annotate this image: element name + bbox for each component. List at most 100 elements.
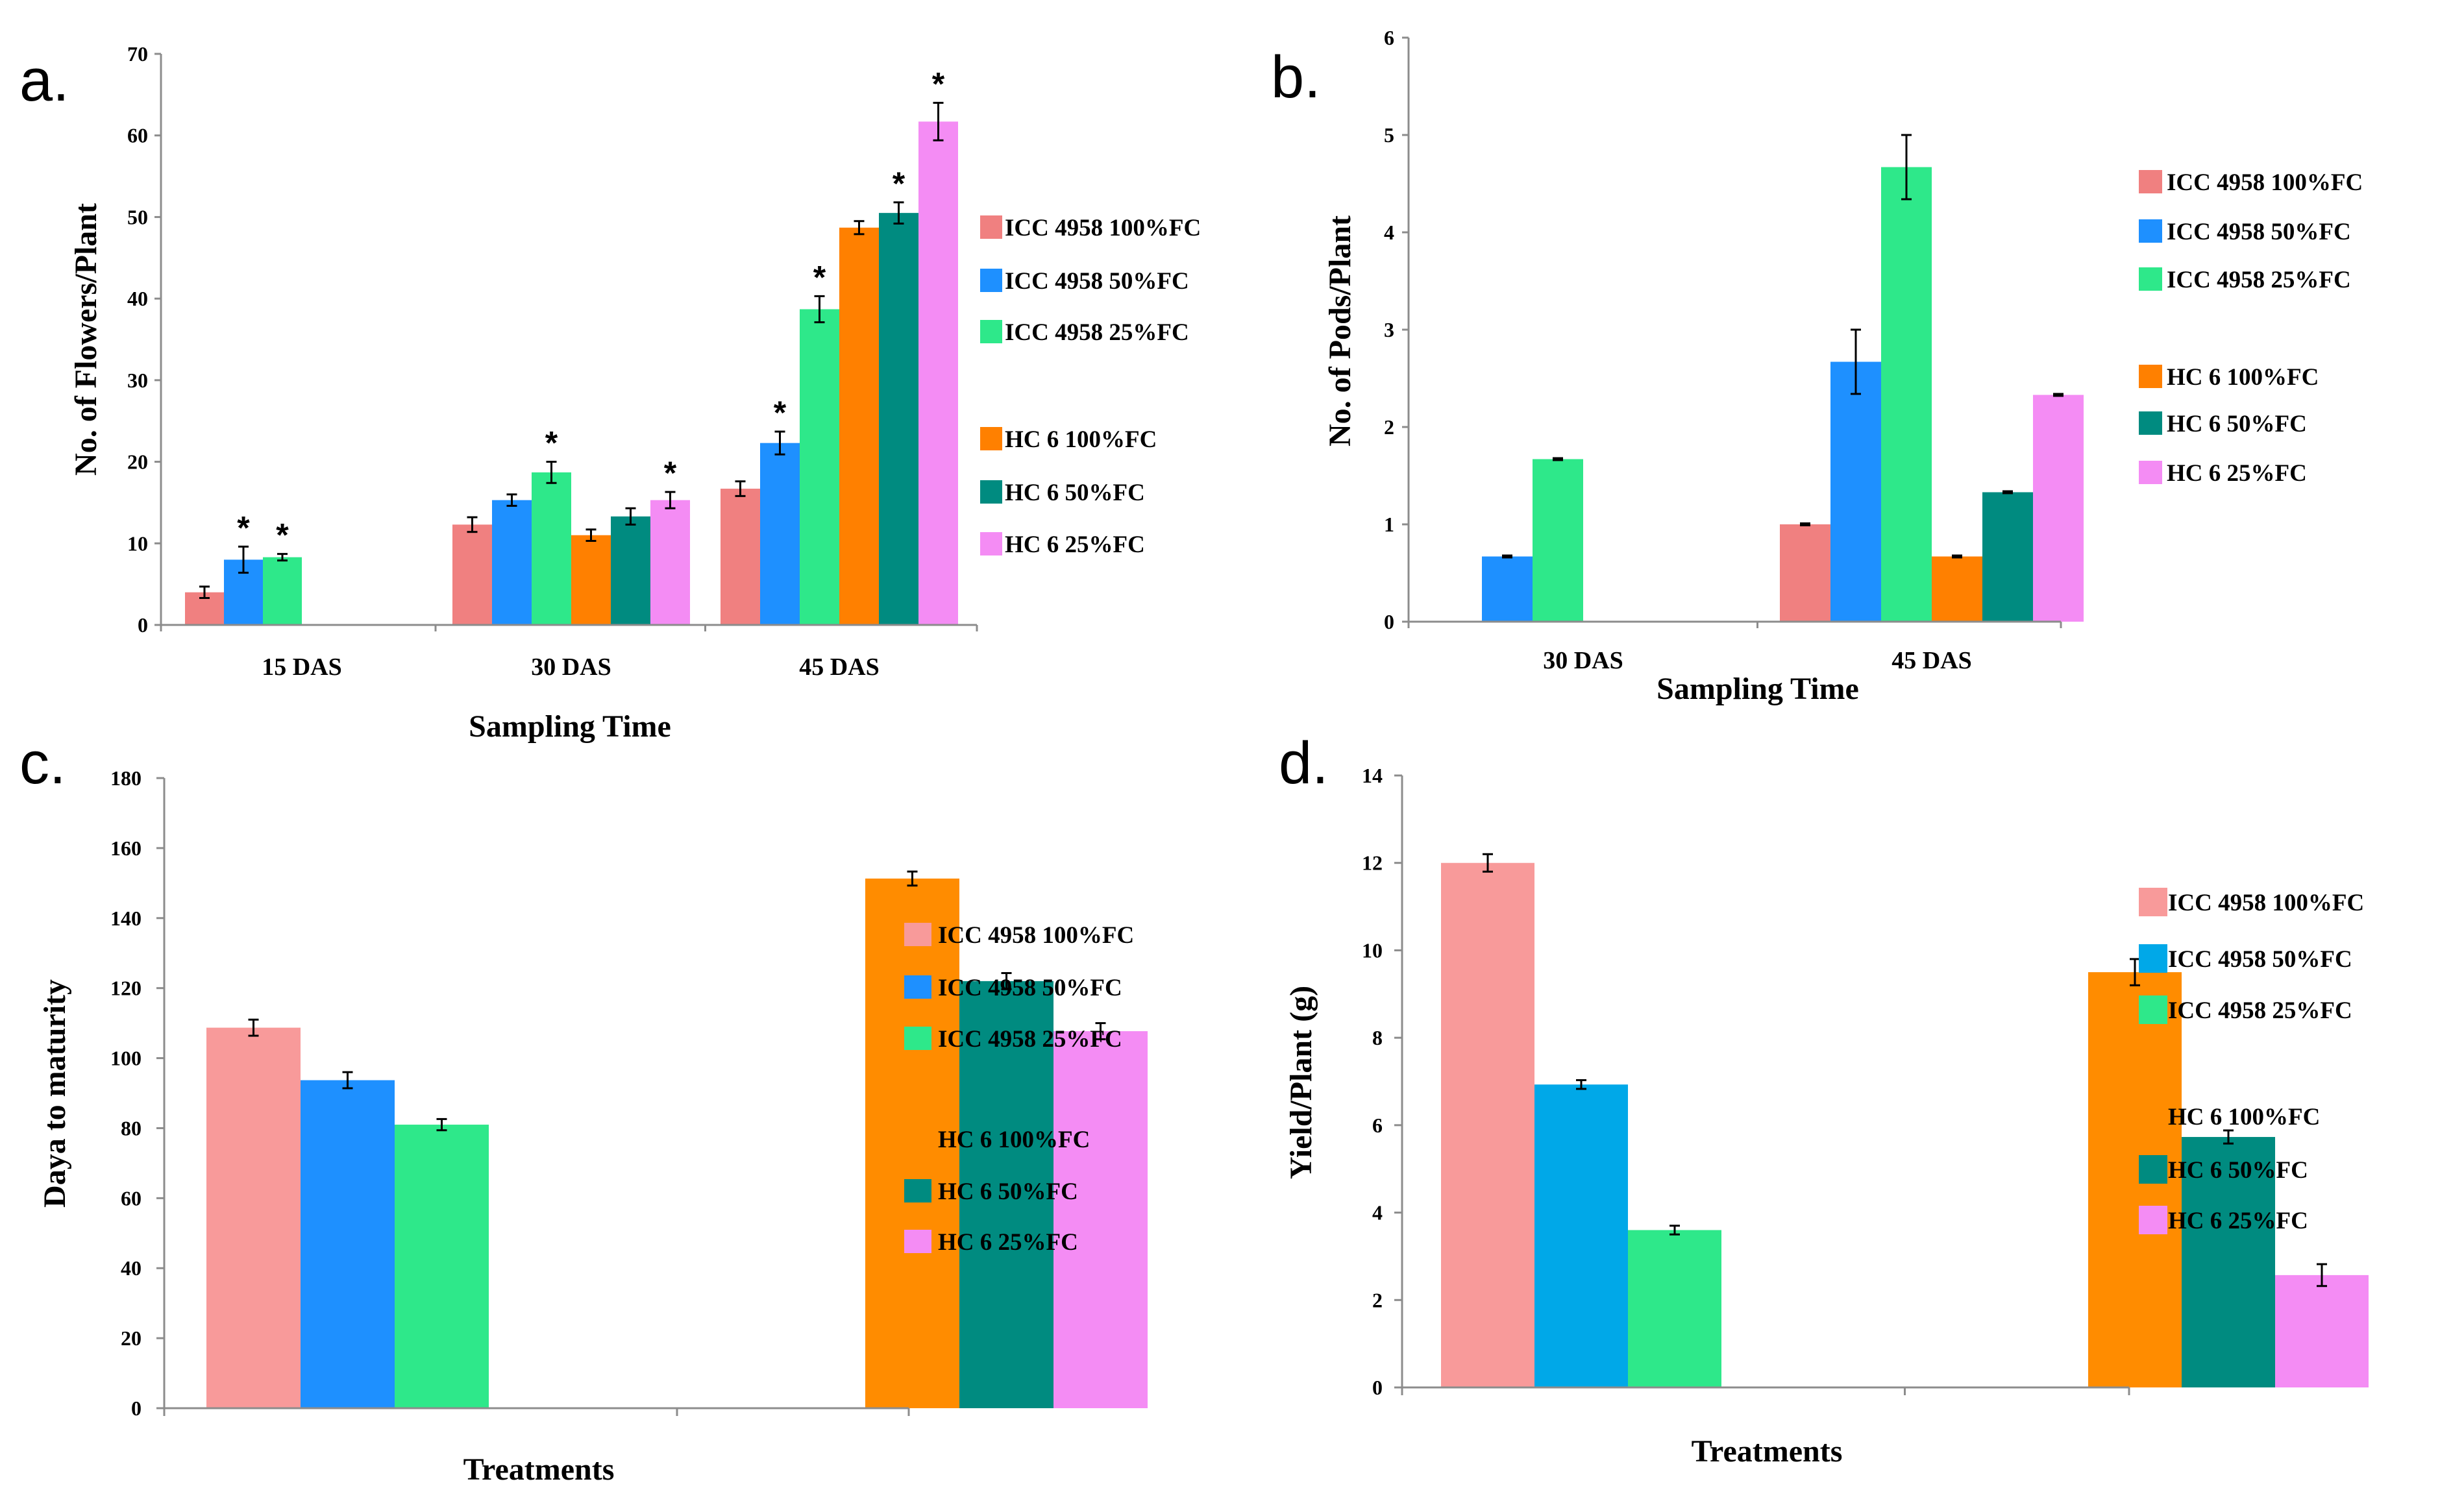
legend: ICC 4958 100%FC ICC 4958 50%FC ICC 4958 25… [2139, 888, 2364, 1234]
legend-label: HC 6 100%FC [2168, 1104, 2320, 1130]
legend-swatch [980, 532, 1002, 555]
bar-hc-6-25-fc-2 [2033, 395, 2084, 622]
error-bar [2053, 393, 2064, 397]
legend: ICC 4958 100%FC ICC 4958 50%FC ICC 4958 25… [904, 922, 1134, 1256]
bar-hc-6-50-fc-2 [1982, 492, 2033, 622]
x-axis-title: Treatments [463, 1452, 615, 1487]
bar-icc-4958-100-fc-2 [452, 524, 492, 625]
error-bar [625, 507, 636, 526]
legend-swatch [904, 1027, 931, 1050]
y-tick-label: 4 [1384, 221, 1394, 244]
legend-label: HC 6 50%FC [2168, 1157, 2308, 1184]
panel-letter: c. [19, 730, 66, 796]
significance-star: * [545, 425, 558, 461]
axes [1407, 38, 2061, 623]
bar-hc-6-50-fc-3 [879, 213, 918, 626]
legend-swatch [2139, 170, 2162, 193]
bar-icc-4958-100-fc-2 [1780, 524, 1830, 622]
error-bar [506, 493, 517, 507]
legend-swatch [904, 1179, 931, 1202]
y-tick-label: 14 [1362, 764, 1383, 787]
y-tick-label: 0 [138, 613, 148, 637]
error-bar [1553, 457, 1563, 461]
error-bar [735, 480, 746, 497]
chart-panel-4: d. 0 2 4 6 8 10 12 14 Treatments Yield/Plant (g) IC… [1279, 730, 2369, 1469]
bar-icc-4958-50-fc-1 [1482, 556, 1533, 622]
y-tick-label: 0 [1372, 1376, 1383, 1399]
legend: ICC 4958 100%FC ICC 4958 50%FC ICC 4958 25… [980, 215, 1201, 558]
y-tick-label: 120 [110, 977, 142, 1000]
bar-hc-6-100-fc-2 [571, 535, 611, 625]
y-tick-label: 2 [1372, 1288, 1383, 1312]
axes [163, 778, 909, 1409]
error-bar [467, 516, 478, 533]
error-bar [933, 101, 944, 141]
error-bar [2223, 1129, 2234, 1145]
panel-letter: a. [19, 47, 69, 114]
legend-swatch [2139, 995, 2167, 1024]
y-tick-label: 180 [110, 766, 142, 790]
legend-swatch [904, 923, 931, 946]
significance-star: * [774, 395, 787, 431]
bar-icc-4958-100-fc-1 [1441, 862, 1534, 1387]
bar-icc-4958-100-fc-1 [206, 1027, 301, 1408]
y-axis-title: Yield/Plant (g) [1284, 986, 1318, 1179]
legend-swatch [2139, 888, 2167, 916]
x-category-label: 30 DAS [531, 653, 611, 681]
legend-label: HC 6 25%FC [1005, 531, 1145, 558]
panel-letter: d. [1279, 730, 1329, 796]
x-axis-title: Treatments [1692, 1434, 1843, 1469]
legend: ICC 4958 100%FC ICC 4958 50%FC ICC 4958 25… [2139, 169, 2363, 487]
chart-panel-2: b. 0 1 2 3 4 5 6 30 DAS 45 DAS Sampling Time No. of… [1271, 26, 2363, 706]
legend-label: HC 6 100%FC [2167, 364, 2319, 391]
x-axis-title: Sampling Time [469, 709, 671, 744]
error-bar [665, 491, 676, 509]
significance-star: * [664, 455, 677, 491]
y-tick-label: 3 [1384, 318, 1394, 341]
bar-hc-6-50-fc-2 [611, 516, 650, 625]
bar-icc-4958-25-fc-1 [395, 1125, 489, 1408]
significance-star: * [893, 165, 906, 202]
error-bar [199, 585, 210, 600]
legend-label: HC 6 100%FC [938, 1127, 1090, 1153]
bar-hc-6-25-fc-2 [1053, 1031, 1148, 1408]
error-bar [893, 201, 904, 225]
bar-icc-4958-50-fc-3 [760, 443, 800, 625]
bar-icc-4958-50-fc-2 [492, 500, 532, 625]
y-tick-label: 0 [1384, 610, 1394, 633]
y-tick-label: 2 [1384, 415, 1394, 439]
legend-swatch [2139, 365, 2162, 388]
legend-label: ICC 4958 25%FC [938, 1026, 1122, 1053]
bar-hc-6-25-fc-3 [918, 121, 958, 626]
y-tick-label: 70 [127, 42, 148, 66]
x-category-label: 15 DAS [262, 653, 342, 681]
y-tick-label: 50 [127, 205, 148, 228]
y-tick-label: 100 [110, 1047, 142, 1070]
legend-swatch [2139, 1102, 2167, 1130]
legend-swatch [904, 1127, 931, 1151]
legend-label: HC 6 25%FC [938, 1229, 1078, 1256]
legend-label: ICC 4958 25%FC [2167, 267, 2351, 293]
error-bar [1800, 522, 1810, 526]
y-axis-title: No. of Pods/Plant [1323, 215, 1357, 446]
legend-label: ICC 4958 50%FC [938, 975, 1122, 1001]
legend-swatch [980, 269, 1002, 292]
bar-icc-4958-50-fc-2 [1830, 361, 1881, 622]
y-tick-label: 20 [127, 450, 148, 474]
legend-label: HC 6 50%FC [1005, 480, 1145, 506]
y-tick-label: 12 [1362, 851, 1383, 875]
legend-swatch [2139, 411, 2162, 435]
error-bar [1669, 1225, 1680, 1236]
y-tick-label: 140 [110, 907, 142, 930]
significance-star: * [813, 259, 826, 295]
y-tick-label: 160 [110, 836, 142, 860]
error-bar [1502, 554, 1512, 559]
y-tick-label: 80 [121, 1116, 142, 1140]
error-bar [2002, 490, 2013, 494]
error-bar [2317, 1263, 2327, 1287]
legend-label: ICC 4958 100%FC [2168, 890, 2364, 916]
y-tick-label: 40 [127, 287, 148, 310]
y-tick-label: 10 [127, 531, 148, 555]
error-bar [814, 295, 825, 324]
